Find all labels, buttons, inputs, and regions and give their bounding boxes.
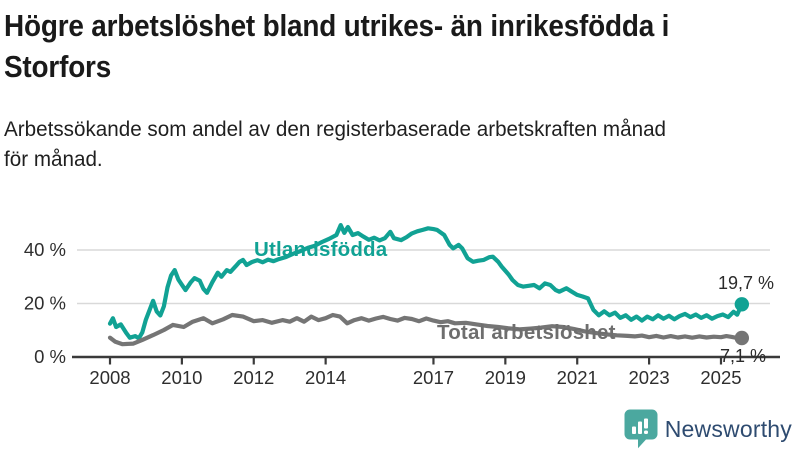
bar-chart-glyph [631, 418, 648, 434]
x-tick-label-2010: 2010 [161, 367, 202, 388]
series-end-value-label-utlandsfodda: 19,7 % [718, 273, 774, 293]
series-name-label-total: Total arbetslöshet [437, 321, 616, 344]
x-tick-label-2017: 2017 [413, 367, 454, 388]
series-end-dot-total [734, 330, 750, 346]
chart-title-line-2: Storfors [4, 49, 112, 84]
chart-title-line-1: Högre arbetslöshet bland utrikes- än inr… [4, 8, 670, 43]
newsworthy-logo[interactable]: Newsworthy [624, 409, 792, 449]
series-line-total [107, 312, 744, 347]
series-end-dot-utlandsfodda [734, 297, 750, 312]
series-end-value-label-total: 7,1 % [720, 346, 766, 366]
newsworthy-bubble-chart-icon [624, 409, 658, 449]
newsworthy-wordmark: Newsworthy [664, 415, 792, 442]
x-tick-label-2008: 2008 [89, 367, 130, 388]
x-tick-label-2023: 2023 [629, 367, 670, 388]
x-tick-label-2025: 2025 [700, 367, 741, 388]
chart-subtitle-line-1: Arbetssökande som andel av den registerb… [4, 117, 667, 141]
y-tick-label-20: 20 % [24, 293, 66, 314]
x-tick-label-2021: 2021 [557, 367, 598, 388]
series-line-utlandsfodda [107, 223, 744, 341]
chart-subtitle-line-2: för månad. [4, 147, 103, 171]
x-tick-label-2014: 2014 [305, 367, 346, 388]
x-tick-label-2012: 2012 [233, 367, 274, 388]
chart-subtitle: Arbetssökande som andel av den registerb… [4, 114, 800, 174]
y-tick-label-0: 0 % [34, 346, 66, 367]
y-tick-label-40: 40 % [24, 239, 66, 260]
chart-title: Högre arbetslöshet bland utrikes- än inr… [4, 5, 796, 87]
x-tick-label-2019: 2019 [485, 367, 526, 388]
series-name-label-utlandsfodda: Utlandsfödda [254, 238, 388, 261]
